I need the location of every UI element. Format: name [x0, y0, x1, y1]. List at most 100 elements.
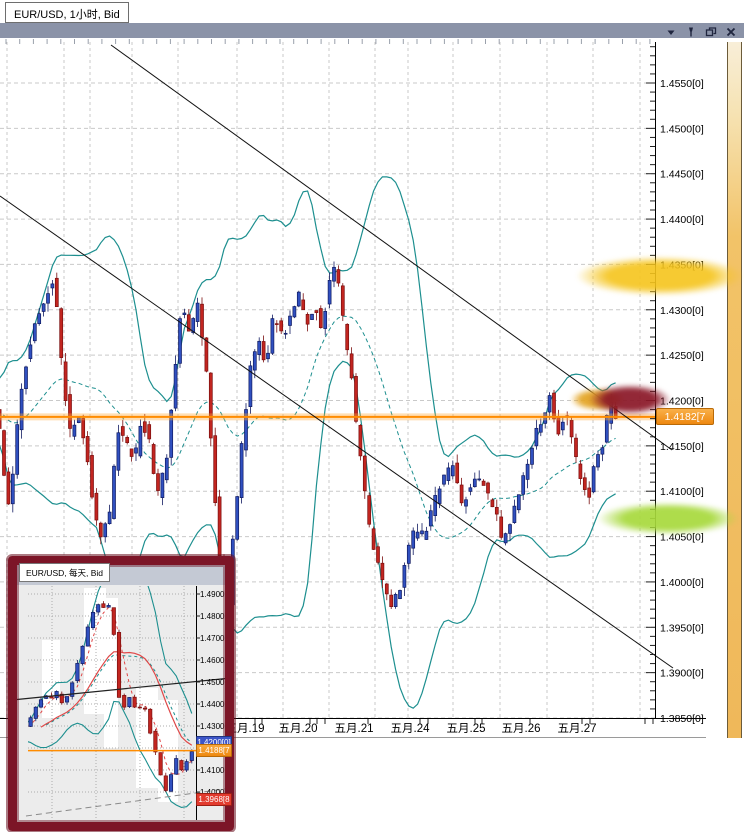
inset-price-axis-label: 1.4000[0]	[200, 788, 233, 797]
candle	[70, 682, 75, 697]
candle	[96, 604, 101, 613]
candle	[442, 474, 446, 485]
candle	[129, 448, 134, 457]
inset-price-axis-label: 1.4800[0]	[200, 612, 233, 621]
candle	[90, 612, 96, 629]
candlestick-series[interactable]	[0, 261, 618, 626]
candle	[323, 311, 328, 329]
candle	[195, 302, 200, 322]
candle	[525, 463, 530, 480]
candle	[380, 562, 385, 581]
inset-candlestick-series[interactable]	[0, 601, 194, 793]
inset-highlight-box	[42, 640, 60, 718]
hourly-chart[interactable]: 1.4550[0] 1.4500[0] 1.4450[0] 1.4400[0] 1.43…	[0, 39, 706, 738]
candle	[543, 412, 548, 424]
candle	[437, 488, 442, 504]
inset-price-axis: 1.4900[0] 1.4800[0] 1.4700[0] 1.4600[0] 1.45…	[196, 586, 233, 820]
date-label: 五月.19	[226, 723, 265, 735]
candle	[459, 484, 464, 504]
candle	[604, 414, 609, 443]
candle	[125, 437, 130, 444]
candle	[33, 706, 38, 719]
candle	[184, 761, 189, 771]
candle	[0, 733, 1, 734]
candle	[411, 530, 416, 549]
candle	[103, 523, 108, 538]
inset-price-axis-label: 1.4900[0]	[200, 590, 233, 599]
candle	[569, 419, 574, 438]
candle	[428, 510, 433, 527]
candle	[472, 478, 477, 488]
candle	[116, 632, 122, 698]
candle	[530, 447, 534, 465]
candle	[24, 366, 28, 389]
inset-price-axis-label: 1.4500[0]	[200, 678, 233, 687]
candle	[582, 477, 587, 490]
inset-chart-tab[interactable]: EUR/USD, 每天, Bid	[19, 563, 110, 582]
candle	[503, 533, 508, 544]
candle	[68, 394, 72, 429]
price-axis-label: 1.4200[0]	[660, 396, 704, 408]
candle	[481, 480, 486, 486]
candle	[148, 708, 153, 734]
inset-bollinger-upper	[28, 586, 193, 723]
candle	[494, 506, 499, 515]
dropdown-icon[interactable]	[665, 25, 677, 37]
candle	[213, 435, 218, 503]
trendline-2[interactable]	[0, 195, 674, 669]
candle	[296, 291, 301, 307]
candle	[292, 306, 297, 318]
top-time-ticks	[5, 39, 651, 44]
candle	[28, 717, 33, 727]
candle	[122, 695, 127, 708]
candle	[163, 775, 168, 791]
price-axis-label: 1.4400[0]	[660, 214, 704, 226]
trendline-1[interactable]	[110, 44, 673, 451]
close-icon[interactable]	[725, 25, 737, 37]
candle	[10, 473, 15, 505]
candle	[153, 730, 158, 753]
candle	[450, 465, 455, 477]
chart-tab-label: EUR/USD, 1小时, Bid	[14, 9, 120, 21]
candle	[13, 731, 16, 732]
candle	[116, 432, 121, 471]
candle	[106, 605, 111, 608]
candle	[301, 299, 306, 311]
candle	[132, 696, 137, 708]
candle	[578, 463, 583, 479]
candle	[239, 443, 244, 498]
date-label: 五月.26	[502, 723, 541, 735]
price-axis-label: 1.4050[0]	[660, 532, 704, 544]
candle	[75, 663, 80, 682]
date-label: 五月.25	[447, 723, 486, 735]
inset-price-axis-label: 1.4600[0]	[200, 656, 233, 665]
candle	[446, 467, 451, 481]
daily-inset-chart[interactable]: 1.4900[0] 1.4800[0] 1.4700[0] 1.4600[0] 1.45…	[0, 563, 233, 822]
candle	[164, 457, 169, 481]
price-axis-label: 1.4450[0]	[660, 169, 704, 181]
chart-tab[interactable]: EUR/USD, 1小时, Bid	[5, 2, 129, 23]
candle	[158, 752, 163, 776]
inset-highlight-box	[104, 598, 118, 748]
inset-price-axis-label: 1.4700[0]	[200, 634, 233, 643]
candle	[490, 499, 495, 508]
candle	[257, 340, 262, 355]
candle	[384, 583, 389, 595]
candle	[354, 376, 358, 422]
date-label: 五月.21	[335, 723, 374, 735]
inset-trendline[interactable]	[11, 677, 232, 701]
candle	[160, 472, 165, 498]
candle	[186, 314, 191, 332]
time-axis-ticks	[254, 719, 654, 724]
candle	[179, 760, 184, 771]
candle	[512, 505, 517, 523]
pin-icon[interactable]	[685, 25, 697, 37]
restore-icon[interactable]	[705, 25, 717, 37]
candle	[552, 392, 556, 420]
candle	[310, 313, 314, 320]
current-price-badge: 1.4182[7	[656, 408, 714, 426]
inset-support-dashed[interactable]	[25, 787, 233, 817]
candle	[3, 734, 6, 735]
price-axis-label: 1.4500[0]	[660, 123, 704, 135]
